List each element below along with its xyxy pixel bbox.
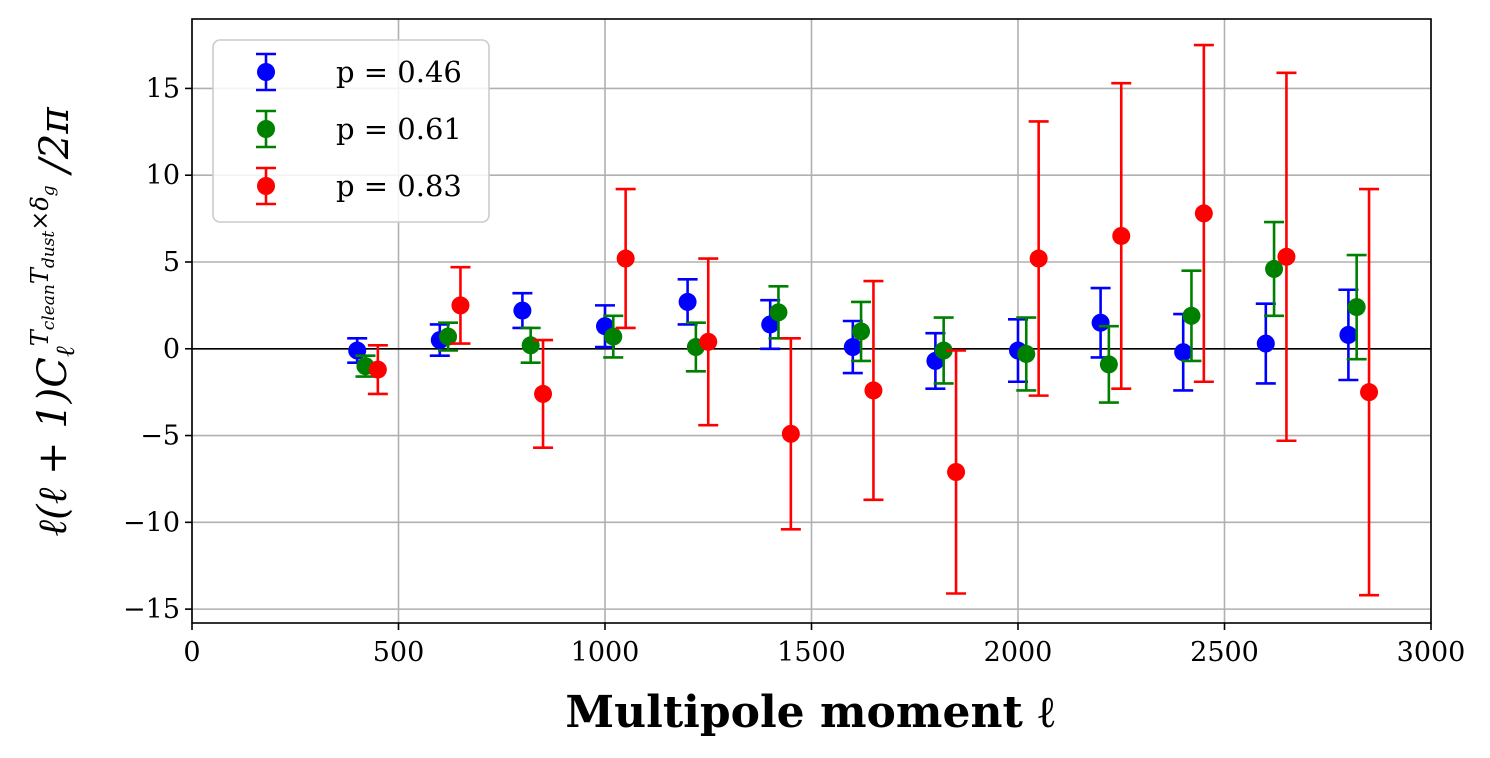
data-point (699, 332, 718, 351)
data-series (347, 43, 1380, 597)
data-point (1256, 334, 1275, 353)
legend-marker (257, 63, 275, 81)
legend-box (212, 39, 490, 223)
y-axis-ticks: −15 −10 −5 0 5 10 15 (123, 73, 192, 625)
data-point (781, 424, 800, 443)
x-tick-label: 3000 (1397, 637, 1466, 668)
data-point (852, 322, 871, 341)
legend-entry: p = 0.61 (256, 109, 462, 149)
y-tick-label: 5 (163, 247, 180, 278)
x-axis-ticks: 0 500 1000 1500 2000 2500 3000 (183, 623, 1465, 668)
legend-entry: p = 0.46 (256, 52, 462, 92)
data-point (1017, 344, 1036, 363)
data-point (534, 384, 553, 403)
legend-label: p = 0.46 (336, 55, 462, 89)
data-point (604, 327, 623, 346)
svg-text:ℓ(ℓ + 1)CℓTcleanTdust×δg /2π: ℓ(ℓ + 1)CℓTcleanTdust×δg /2π (26, 107, 81, 537)
legend-label: p = 0.83 (336, 169, 462, 203)
legend-label: p = 0.61 (336, 112, 462, 146)
data-point (513, 301, 532, 320)
data-point (616, 249, 635, 268)
x-axis-label: Multipole moment ℓ (565, 687, 1055, 738)
legend: p = 0.46 p = 0.61 p = 0.83 (212, 39, 490, 223)
x-tick-label: 500 (373, 637, 425, 668)
x-tick-label: 0 (183, 637, 200, 668)
data-point (439, 327, 458, 346)
data-point (1277, 247, 1296, 266)
y-tick-label: 10 (146, 160, 180, 191)
data-point (1265, 259, 1284, 278)
legend-marker (257, 177, 275, 195)
data-point (1339, 325, 1358, 344)
data-point (451, 296, 470, 315)
legend-entry: p = 0.83 (256, 166, 462, 206)
data-point (1360, 383, 1379, 402)
data-point (1194, 204, 1213, 223)
data-point (934, 341, 953, 360)
series-2 (367, 43, 1380, 597)
y-axis-label: ℓ(ℓ + 1)CℓTcleanTdust×δg /2π (26, 107, 81, 537)
data-point (947, 463, 966, 481)
data-point (1347, 298, 1366, 317)
y-tick-label: −10 (123, 507, 180, 538)
data-point (1099, 355, 1118, 374)
x-tick-label: 2000 (984, 637, 1053, 668)
y-tick-label: 0 (163, 334, 180, 365)
data-point (1182, 306, 1201, 325)
y-tick-label: −15 (123, 594, 180, 625)
series-1 (355, 220, 1367, 404)
data-point (1029, 249, 1048, 268)
x-tick-label: 1500 (777, 637, 846, 668)
data-point (1174, 343, 1193, 362)
data-point (678, 292, 697, 311)
data-point (1091, 313, 1110, 332)
y-tick-label: −5 (140, 421, 180, 452)
legend-marker (257, 120, 275, 138)
data-point (1112, 226, 1131, 245)
x-tick-label: 2500 (1190, 637, 1259, 668)
data-point (769, 303, 788, 322)
data-point (864, 381, 883, 400)
data-point (368, 360, 387, 379)
y-tick-label: 15 (146, 73, 180, 104)
data-point (843, 338, 862, 357)
x-tick-label: 1000 (571, 637, 640, 668)
